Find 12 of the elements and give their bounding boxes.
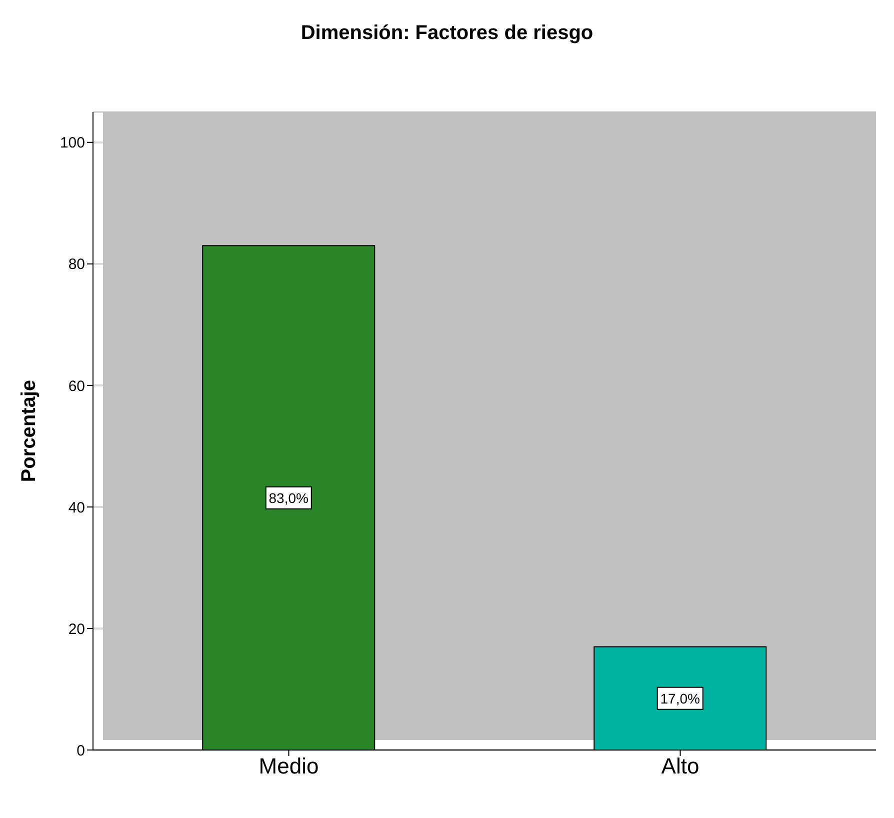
data-label: 83,0% xyxy=(268,490,308,506)
y-tick-label: 40 xyxy=(68,499,85,516)
y-tick-label: 80 xyxy=(68,256,85,274)
y-tick-label: 100 xyxy=(60,134,85,152)
y-axis-title: Porcentaje xyxy=(18,380,40,482)
y-tick-label: 0 xyxy=(76,742,85,760)
chart-title: Dimensión: Factores de riesgo xyxy=(300,21,594,46)
data-label: 17,0% xyxy=(660,690,700,706)
x-tick-label: Alto xyxy=(661,754,700,779)
y-tick-label: 20 xyxy=(68,620,85,638)
y-tick-label: 60 xyxy=(68,378,85,395)
x-tick-label: Medio xyxy=(258,754,319,779)
